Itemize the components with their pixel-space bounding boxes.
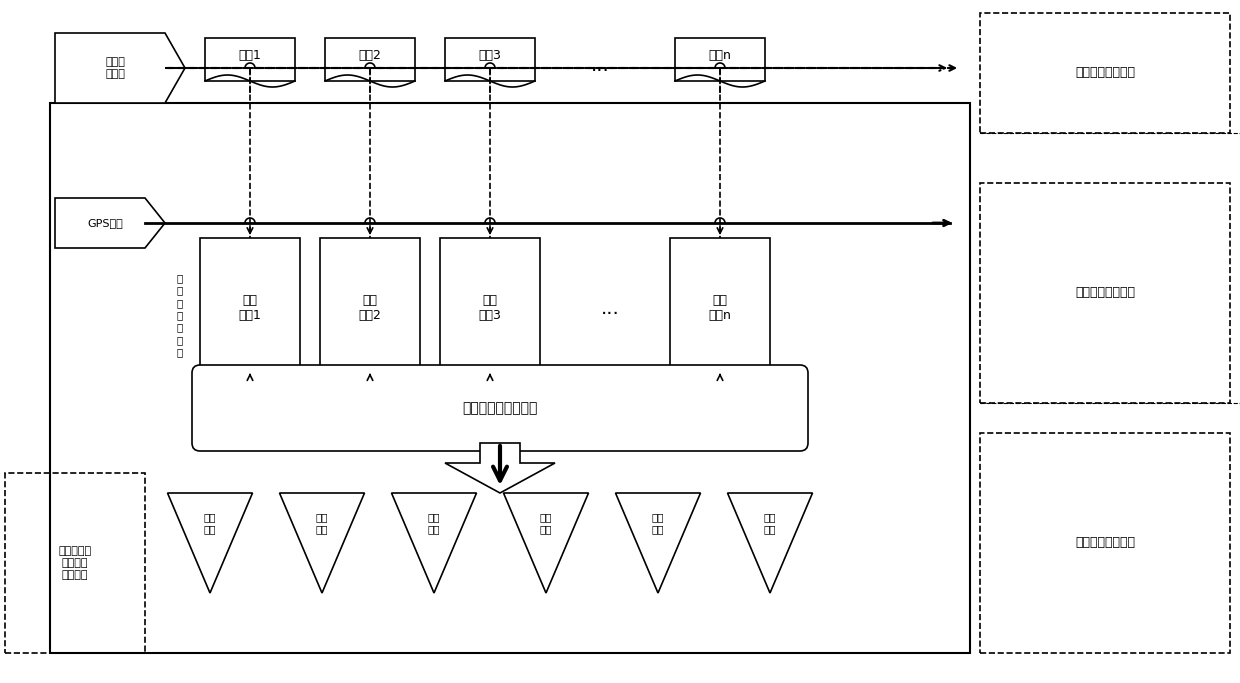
- Text: 暂态波形输出模块: 暂态波形输出模块: [1075, 537, 1135, 550]
- Text: 处理
单元3: 处理 单元3: [479, 294, 501, 322]
- Text: 数据调制处理模块: 数据调制处理模块: [1075, 286, 1135, 300]
- Text: 高
性
能
处
理
单
元: 高 性 能 处 理 单 元: [177, 273, 184, 357]
- Bar: [205, 38, 295, 81]
- Text: ...: ...: [590, 56, 609, 75]
- Bar: [5, 473, 145, 653]
- Polygon shape: [55, 198, 165, 248]
- Bar: [50, 103, 970, 653]
- Polygon shape: [55, 33, 185, 103]
- Text: 数据处
理设置: 数据处 理设置: [105, 57, 125, 79]
- Bar: [325, 38, 415, 81]
- Text: 输出
端口: 输出 端口: [652, 512, 665, 534]
- Text: 「多来源故
障录波回
放系统」: 「多来源故 障录波回 放系统」: [58, 546, 92, 580]
- Text: 文件n: 文件n: [708, 49, 732, 62]
- Text: 输出
端口: 输出 端口: [764, 512, 776, 534]
- Bar: [445, 38, 534, 81]
- Bar: [980, 433, 1230, 653]
- Text: 文件3: 文件3: [479, 49, 501, 62]
- Text: 输出
端口: 输出 端口: [428, 512, 440, 534]
- Bar: [670, 238, 770, 378]
- Text: 处理
单元n: 处理 单元n: [708, 294, 732, 322]
- Bar: [440, 238, 539, 378]
- Text: 数据实时读取模块: 数据实时读取模块: [1075, 66, 1135, 79]
- Polygon shape: [392, 493, 476, 593]
- Bar: [980, 13, 1230, 133]
- FancyBboxPatch shape: [192, 365, 808, 451]
- Text: 输出
端口: 输出 端口: [316, 512, 329, 534]
- Polygon shape: [167, 493, 253, 593]
- Text: 处理
单元2: 处理 单元2: [358, 294, 382, 322]
- Text: 输出
端口: 输出 端口: [539, 512, 552, 534]
- Bar: [675, 38, 765, 81]
- Polygon shape: [503, 493, 589, 593]
- Polygon shape: [445, 443, 556, 493]
- Bar: [320, 238, 420, 378]
- Polygon shape: [615, 493, 701, 593]
- Text: 输出
端口: 输出 端口: [203, 512, 216, 534]
- Bar: [200, 238, 300, 378]
- Text: 处理
单元1: 处理 单元1: [238, 294, 262, 322]
- Bar: [980, 183, 1230, 403]
- Text: 输出分配及调制单元: 输出分配及调制单元: [463, 401, 538, 415]
- Text: 文件1: 文件1: [238, 49, 262, 62]
- Polygon shape: [728, 493, 812, 593]
- Text: ...: ...: [600, 298, 619, 318]
- Text: 文件2: 文件2: [358, 49, 382, 62]
- Polygon shape: [279, 493, 365, 593]
- Text: GPS同步: GPS同步: [87, 218, 123, 228]
